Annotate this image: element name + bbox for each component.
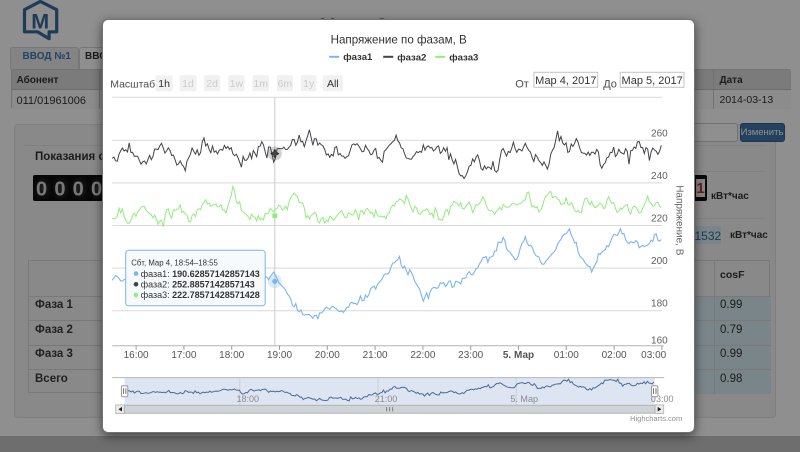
svg-text:Highcharts.com: Highcharts.com (630, 414, 682, 423)
svg-text:Мар 5, 2017: Мар 5, 2017 (622, 75, 683, 87)
svg-text:23:00: 23:00 (458, 350, 483, 361)
svg-text:фаза2: 252.8857142857143: фаза2: 252.8857142857143 (141, 280, 255, 290)
svg-text:02:00: 02:00 (602, 350, 627, 361)
svg-text:01:00: 01:00 (554, 350, 579, 361)
svg-text:18:00: 18:00 (237, 394, 260, 404)
svg-text:03:00: 03:00 (641, 350, 666, 361)
svg-text:21:00: 21:00 (375, 394, 398, 404)
svg-text:1h: 1h (159, 78, 171, 90)
svg-text:0: 0 (91, 178, 102, 200)
svg-text:От: От (515, 79, 529, 91)
svg-text:220: 220 (651, 214, 668, 225)
svg-text:17:00: 17:00 (172, 350, 197, 361)
svg-text:18:00: 18:00 (219, 350, 244, 361)
svg-text:21:00: 21:00 (363, 350, 388, 361)
svg-text:1w: 1w (230, 78, 244, 90)
svg-text:2d: 2d (207, 78, 219, 90)
svg-text:M: M (31, 9, 49, 33)
svg-text:03:00: 03:00 (651, 394, 674, 404)
svg-text:фаза1: 190.62857142857143: фаза1: 190.62857142857143 (141, 269, 260, 279)
svg-text:19:00: 19:00 (267, 350, 292, 361)
svg-text:6m: 6m (278, 78, 293, 90)
svg-text:1m: 1m (254, 78, 269, 90)
svg-text:фаза3: 222.78571428571428: фаза3: 222.78571428571428 (141, 291, 260, 301)
svg-text:260: 260 (651, 129, 668, 140)
svg-text:20:00: 20:00 (315, 350, 340, 361)
svg-text:Напряжение по фазам, В: Напряжение по фазам, В (331, 34, 467, 47)
svg-text:фаза1: фаза1 (343, 52, 373, 63)
svg-text:5. Мар: 5. Мар (503, 350, 534, 361)
svg-text:180: 180 (651, 299, 668, 310)
svg-text:160: 160 (651, 336, 668, 347)
svg-text:22:00: 22:00 (411, 350, 436, 361)
svg-text:Масштаб: Масштаб (110, 79, 155, 91)
svg-text:фаза2: фаза2 (397, 53, 426, 64)
svg-text:16:00: 16:00 (124, 350, 149, 361)
svg-text:Сбт, Мар 4, 18:54–18:55: Сбт, Мар 4, 18:54–18:55 (131, 259, 218, 268)
svg-text:1y: 1y (303, 78, 315, 90)
svg-text:0: 0 (54, 178, 65, 200)
svg-text:фаза3: фаза3 (449, 53, 478, 64)
svg-text:0: 0 (73, 178, 84, 200)
svg-text:200: 200 (651, 256, 668, 267)
svg-text:До: До (603, 79, 617, 91)
svg-text:5. Мар: 5. Мар (511, 394, 539, 404)
svg-text:Мар 4, 2017: Мар 4, 2017 (535, 75, 596, 87)
svg-text:240: 240 (651, 171, 668, 182)
svg-text:All: All (327, 78, 339, 90)
svg-text:1d: 1d (182, 78, 194, 90)
svg-text:Напряжение, В: Напряжение, В (674, 186, 685, 257)
svg-text:0: 0 (36, 178, 47, 200)
